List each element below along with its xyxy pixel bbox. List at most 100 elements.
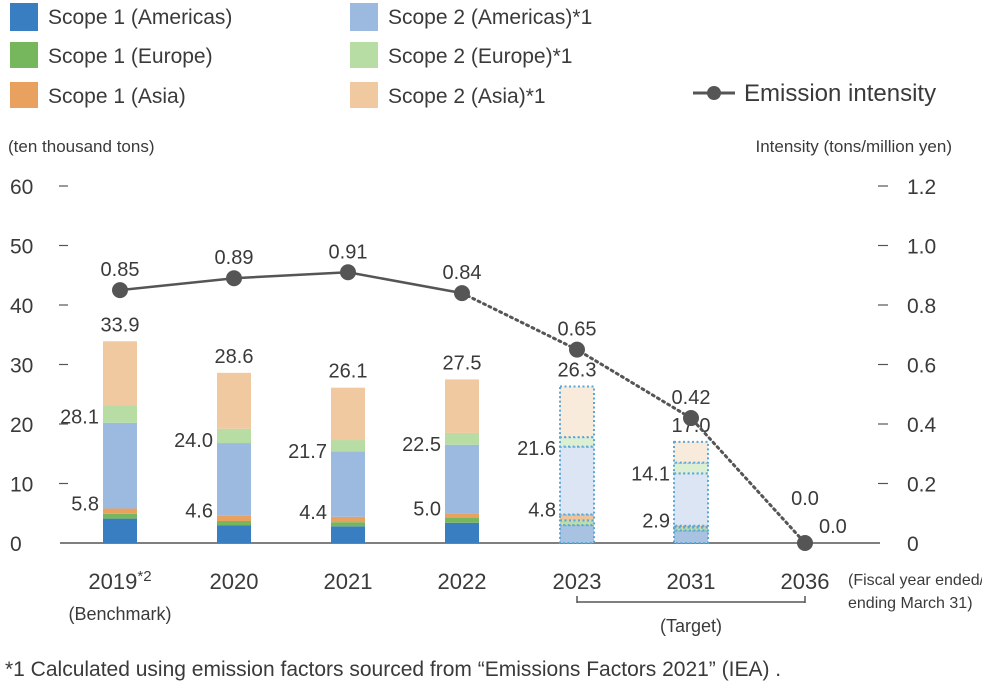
y-axis-left-unit: (ten thousand tons): [8, 137, 154, 156]
scope1-total-label: 4.8: [528, 499, 556, 521]
bar-segment: [445, 518, 479, 523]
intensity-value-label: 0.84: [443, 262, 482, 284]
intensity-value-label: 0.89: [215, 247, 254, 269]
bar-segment: [331, 522, 365, 527]
legend-label-scope2-asia: Scope 2 (Asia)*1: [388, 85, 546, 108]
bar-segment: [673, 526, 709, 532]
legend-swatch-scope1-americas: [10, 3, 38, 31]
bar-segment: [331, 451, 365, 517]
bar-total-label: 26.3: [558, 360, 597, 382]
x-note-line1: (Fiscal year ended/: [848, 572, 982, 589]
bar-segment: [331, 387, 365, 441]
legend-label-scope1-americas: Scope 1 (Americas): [48, 6, 232, 29]
bar-segment: [673, 524, 709, 529]
y-right-tick-label: 0.8: [907, 295, 936, 318]
y-right-tick-label: 0.6: [907, 355, 936, 378]
bar-segment: [559, 519, 595, 527]
intensity-point: [226, 270, 242, 287]
intensity-point: [797, 535, 813, 551]
bar-segment: [559, 524, 595, 545]
legend-swatch-scope1-europe: [10, 42, 38, 68]
bar-segment: [559, 445, 595, 516]
bar-segment: [559, 385, 595, 439]
y-left-tick-label: 30: [10, 355, 33, 378]
x-category-label: 2020: [210, 569, 259, 594]
legend-swatch-scope1-asia: [10, 82, 38, 108]
bar-total-label: 28.6: [215, 346, 254, 368]
scope12-subtotal-label: 21.7: [288, 441, 327, 463]
target-bracket-label: (Target): [660, 616, 722, 636]
intensity-point: [112, 282, 128, 299]
y-right-tick-label: 1.0: [907, 236, 936, 259]
legend-label-scope2-europe: Scope 2 (Europe)*1: [388, 45, 572, 68]
y-left-tick-label: 20: [10, 414, 33, 437]
y-left-tick-label: 40: [10, 295, 33, 318]
x-note-line2: ending March 31): [848, 595, 973, 612]
legend: Scope 1 (Americas) Scope 1 (Europe) Scop…: [10, 3, 936, 108]
bar-segment: [331, 516, 365, 523]
y-right-tick-label: 0.2: [907, 474, 936, 497]
bar-segment: [103, 405, 137, 423]
bar-segment: [445, 522, 479, 543]
bar-segment: [103, 518, 137, 543]
intensity-value-label: 0.85: [101, 259, 140, 281]
legend-swatch-scope2-europe: [350, 42, 378, 68]
intensity-point: [569, 341, 585, 358]
bar-segment: [103, 513, 137, 519]
x-category-sublabel: (Benchmark): [68, 604, 171, 624]
intensity-line: 0.85 0.89 0.91 0.84 0.65 0.42 0.0: [101, 241, 847, 551]
bar-segment: [559, 436, 595, 448]
x-category-label: 2021: [324, 569, 373, 594]
axes: 0 0 10 0.2 20 0.4 30 0.6 40 0.8 50 1.0 60 1.2: [10, 176, 937, 556]
x-category-label: 2031: [667, 569, 716, 594]
bar-segment: [217, 428, 251, 444]
intensity-value-label: 0.91: [329, 241, 368, 263]
scope12-subtotal-label: 28.1: [60, 407, 99, 429]
scope1-total-label: 5.8: [71, 493, 99, 515]
scope12-subtotal-label: 24.0: [174, 430, 213, 452]
y-left-tick-label: 0: [10, 533, 22, 556]
scope12-subtotal-label: 22.5: [402, 434, 441, 456]
scope1-total-label: 5.0: [413, 498, 441, 520]
bar-segment: [331, 526, 365, 543]
x-category-label: 2023: [553, 569, 602, 594]
footnote: *1 Calculated using emission factors sou…: [5, 658, 781, 681]
intensity-point: [683, 410, 699, 427]
bar-segment: [673, 529, 709, 545]
intensity-point: [454, 285, 470, 302]
scope12-subtotal-label: 21.6: [517, 438, 556, 460]
legend-label-scope1-europe: Scope 1 (Europe): [48, 45, 213, 68]
legend-label-scope1-asia: Scope 1 (Asia): [48, 85, 186, 108]
bar-segment: [673, 472, 709, 527]
intensity-line-solid: [119, 271, 463, 295]
bar-segment: [445, 513, 479, 519]
bar-segment: [673, 440, 709, 464]
bar-segment: [103, 341, 137, 406]
y-right-tick-label: 0: [907, 533, 919, 556]
bar-total-label: 27.5: [443, 352, 482, 374]
y-axis-right-unit: Intensity (tons/million yen): [755, 137, 952, 156]
intensity-line-dotted: [460, 291, 807, 545]
bar-segment: [217, 515, 251, 521]
x-category-label: 2036: [781, 569, 830, 594]
y-left-tick-label: 60: [10, 176, 33, 199]
bar-segment: [445, 379, 479, 433]
bar-segment: [559, 513, 595, 522]
bar-segment: [103, 422, 137, 509]
intensity-value-label: 0.42: [672, 387, 711, 409]
bar-segment: [673, 461, 709, 475]
bar-labels: 33.9 28.1 5.8 28.6 24.0 4.6 26.1 21.7 4.4 27.5 22.…: [60, 314, 819, 532]
bar-total-label: 33.9: [101, 314, 140, 336]
bar-total-label: 0.0: [791, 488, 819, 510]
scope1-total-label: 2.9: [642, 511, 670, 533]
scope1-total-label: 4.4: [299, 502, 327, 524]
bar-segment: [103, 508, 137, 514]
category-labels: 2019*2 (Benchmark) 2020 2021 2022 2023 2031 203…: [68, 568, 829, 624]
x-category-label: 2019*2: [88, 568, 151, 594]
y-right-tick-label: 1.2: [907, 176, 936, 199]
bar-segment: [331, 440, 365, 452]
bar-segment: [217, 525, 251, 543]
bar-segment: [445, 432, 479, 445]
y-right-tick-label: 0.4: [907, 414, 937, 437]
